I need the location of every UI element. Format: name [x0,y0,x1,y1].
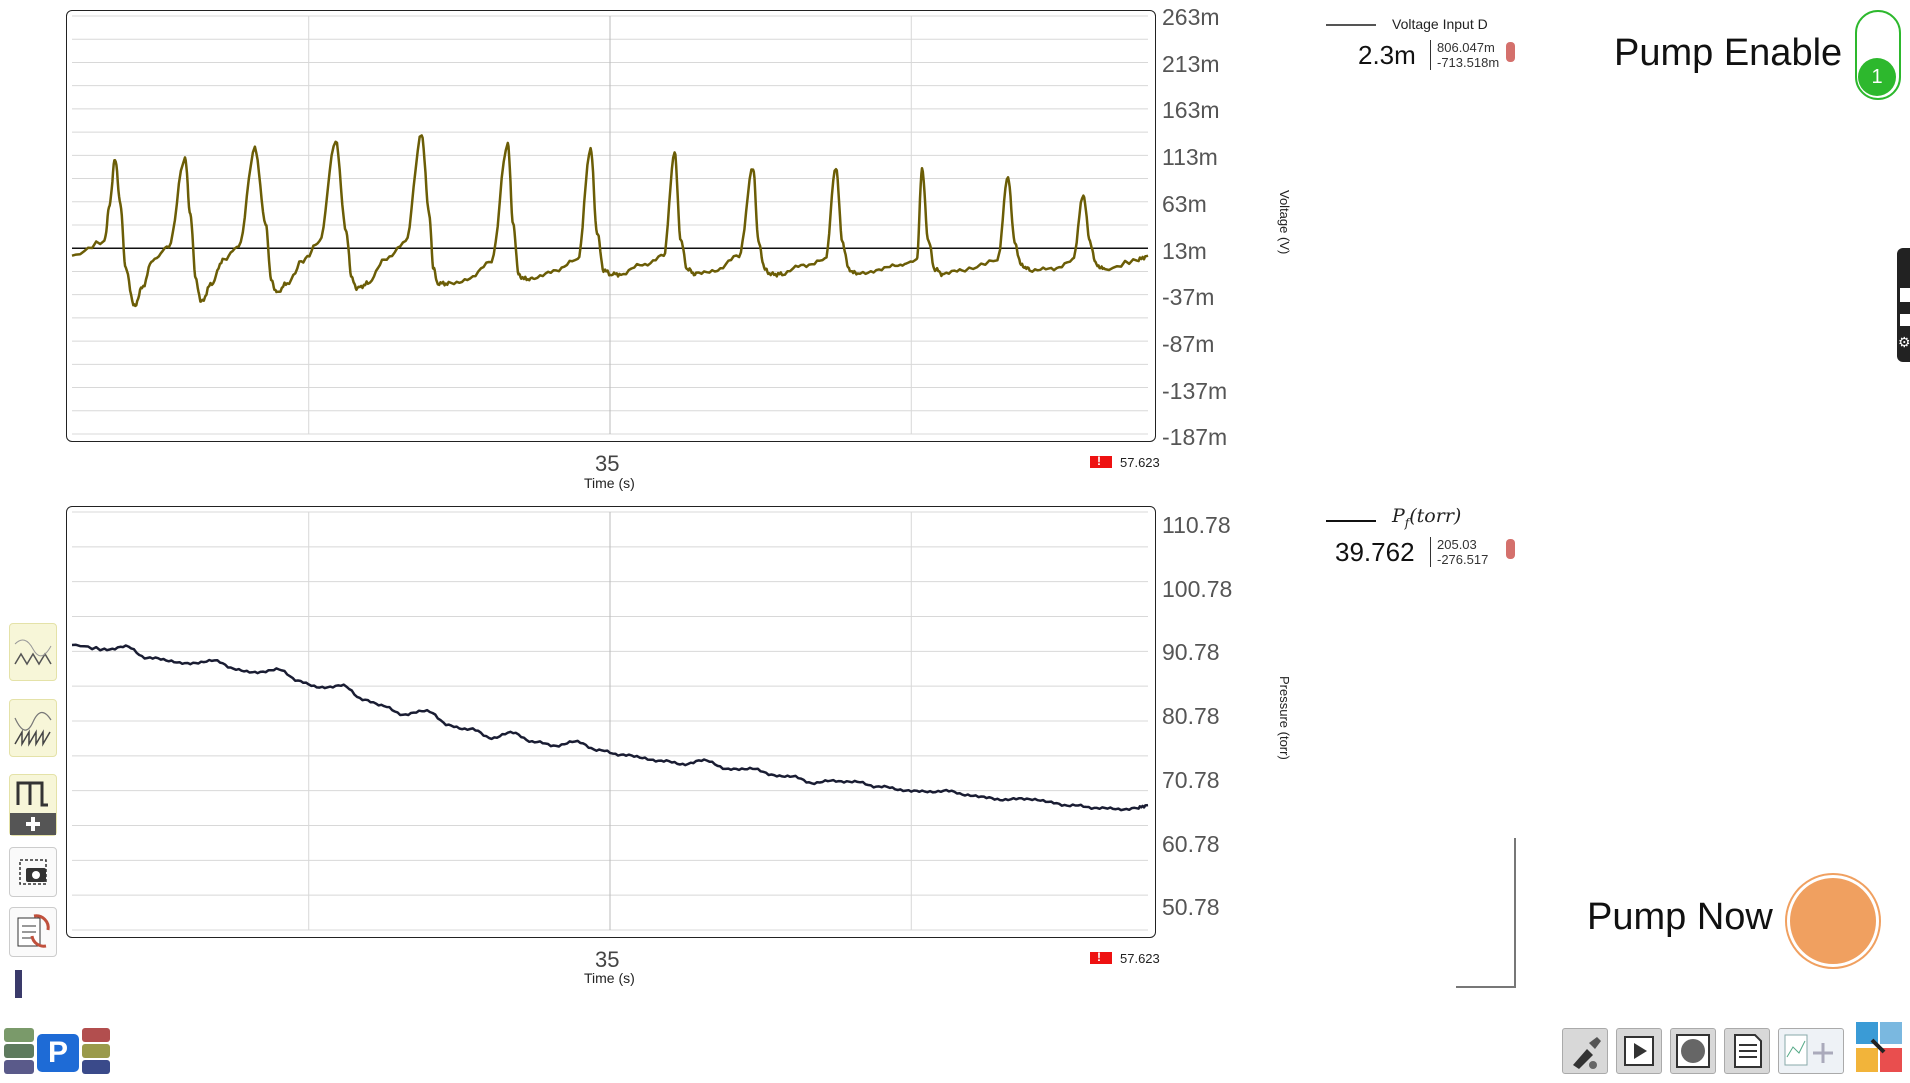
pressure-legend-name: Pf(torr) [1392,505,1461,530]
voltage-marker-value: 57.623 [1120,455,1160,470]
voltage-ytick: 63m [1162,191,1207,218]
document-icon-graphic [1725,1029,1769,1073]
voltage-legend-line [1326,24,1376,26]
voltage-ytick: -87m [1162,331,1214,358]
refresh-document-icon[interactable] [9,907,57,957]
logo-block-navy [82,1060,110,1074]
logo-block-blue: P [37,1034,79,1072]
voltage-scale-handle[interactable] [1506,42,1515,62]
record-icon[interactable] [1670,1028,1716,1074]
add-chart-icon[interactable] [1778,1028,1844,1074]
pressure-legend-line [1326,520,1376,522]
add-chart-icon-graphic [1779,1029,1843,1073]
side-tab-white-bar [1900,288,1910,302]
logo-block-purple [4,1060,34,1074]
pressure-ytick: 90.78 [1162,639,1220,666]
pump-now-button[interactable] [1787,875,1879,967]
pressure-min-value: -276.517 [1437,552,1488,567]
pump-enable-toggle[interactable]: 1 [1855,10,1901,100]
pump-now-label: Pump Now [1587,896,1773,939]
marker-flag-icon[interactable] [1090,952,1112,964]
voltage-ytick: -137m [1162,378,1227,405]
voltage-current-value: 2.3m [1358,40,1416,71]
voltage-ytick: -37m [1162,284,1214,311]
pressure-ytick: 50.78 [1162,894,1220,921]
voltage-minmax: 806.047m -713.518m [1430,40,1499,70]
screenshot-icon-graphic [10,848,56,896]
pressure-x-axis-label: Time (s) [584,970,635,986]
voltage-y-axis-label: Voltage (V) [1277,190,1292,254]
logo-block-green-2 [4,1044,34,1058]
gear-icon[interactable]: ⚙ [1898,334,1910,351]
puzzle-icon-graphic [1852,1018,1908,1078]
voltage-ytick: -187m [1162,424,1227,451]
pressure-chart-svg [66,506,1156,938]
pressure-scale-handle[interactable] [1506,539,1515,559]
puzzle-icon[interactable] [1852,1018,1908,1078]
pressure-current-value: 39.762 [1335,537,1415,568]
pressure-ytick: 60.78 [1162,831,1220,858]
voltage-x-tick: 35 [595,451,619,477]
side-tab-white-box [1900,314,1910,326]
waveform-icon[interactable] [9,699,57,757]
add-square-wave-icon[interactable] [9,774,57,836]
pressure-ytick: 70.78 [1162,767,1220,794]
pressure-ytick: 80.78 [1162,703,1220,730]
logo-block-red [82,1028,110,1042]
status-indicator-bar [15,970,22,998]
pump-enable-knob: 1 [1858,58,1896,96]
voltage-ytick: 263m [1162,4,1220,31]
record-icon-graphic [1671,1029,1715,1073]
voltage-ytick: 13m [1162,238,1207,265]
pressure-max-value: 205.03 [1437,537,1488,552]
pressure-legend-name-main: P [1392,505,1405,527]
play-icon[interactable] [1616,1028,1662,1074]
voltage-ytick: 163m [1162,97,1220,124]
marker-flag-icon[interactable] [1090,456,1112,468]
voltage-ytick: 113m [1162,144,1218,171]
pressure-y-axis-label: Pressure (torr) [1277,676,1292,760]
pressure-ytick: 100.78 [1162,576,1232,603]
app-logo[interactable]: P [4,1026,110,1078]
pump-enable-label: Pump Enable [1614,32,1842,75]
side-panel-tab[interactable]: ⚙ [1897,248,1910,362]
document-icon[interactable] [1724,1028,1770,1074]
voltage-max-value: 806.047m [1437,40,1499,55]
pressure-ytick: 110.78 [1162,512,1231,539]
probe-icon-graphic [1563,1029,1607,1073]
waveform-overlay-icon-graphic [10,624,56,680]
pump-now-border [1456,838,1516,988]
screenshot-icon[interactable] [9,847,57,897]
pressure-marker-value: 57.623 [1120,951,1160,966]
voltage-chart-svg [66,10,1156,442]
waveform-overlay-icon[interactable] [9,623,57,681]
pressure-minmax: 205.03 -276.517 [1430,537,1488,567]
voltage-x-axis-label: Time (s) [584,475,635,491]
play-icon-graphic [1617,1029,1661,1073]
add-square-wave-icon-graphic [10,775,56,835]
waveform-icon-graphic [10,700,56,756]
refresh-document-icon-graphic [10,908,56,956]
voltage-legend-name: Voltage Input D [1392,16,1488,32]
voltage-ytick: 213m [1162,51,1220,78]
voltage-min-value: -713.518m [1437,55,1499,70]
probe-icon[interactable] [1562,1028,1608,1074]
logo-block-green [4,1028,34,1042]
logo-block-olive [82,1044,110,1058]
pressure-legend-name-unit: (torr) [1409,505,1461,527]
